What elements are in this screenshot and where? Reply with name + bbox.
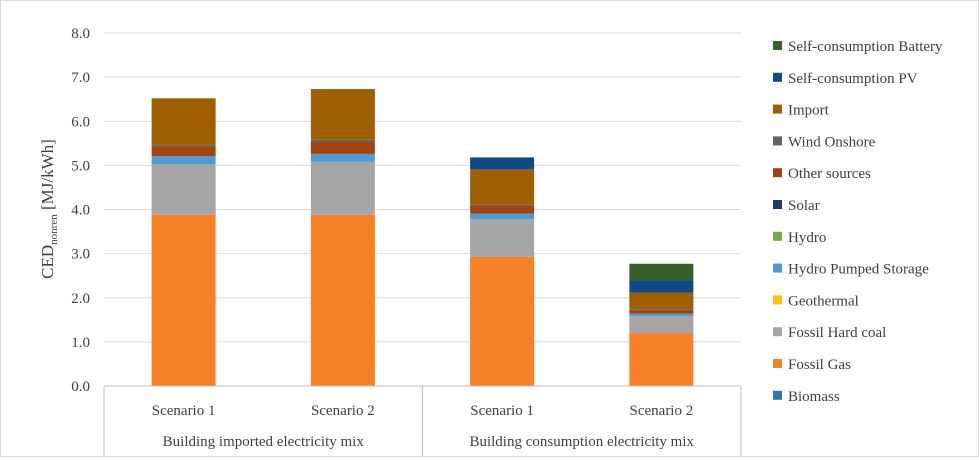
legend-label: Biomass bbox=[788, 389, 840, 405]
bar-segment bbox=[310, 139, 375, 142]
y-tick-label: 1.0 bbox=[71, 335, 90, 351]
legend-label: Self-consumption PV bbox=[788, 71, 918, 87]
bar-segment bbox=[151, 144, 216, 147]
legend-label: Hydro bbox=[788, 230, 826, 246]
bar-segment bbox=[310, 161, 375, 215]
y-axis-label: CEDnonren [MJ/kWh] bbox=[38, 139, 60, 279]
legend-swatch bbox=[773, 231, 782, 241]
legend-swatch bbox=[773, 41, 782, 50]
legend: Self-consumption Battery Self-consumption… bbox=[773, 39, 943, 405]
bar-segment bbox=[629, 280, 694, 293]
y-axis-label-main: CED bbox=[38, 245, 57, 279]
legend-label: Other sources bbox=[788, 166, 871, 182]
bars bbox=[151, 89, 694, 386]
legend-swatch bbox=[773, 104, 782, 114]
bar-segment bbox=[151, 146, 216, 157]
bar-segment bbox=[470, 219, 535, 257]
bar-segment bbox=[151, 214, 216, 386]
bar-segment bbox=[310, 89, 375, 140]
bar-segment bbox=[470, 205, 535, 214]
x-category-label: Scenario 1 bbox=[470, 403, 534, 419]
legend-label: Solar bbox=[788, 198, 820, 214]
bar-segment bbox=[470, 204, 535, 206]
legend-swatch bbox=[773, 168, 782, 178]
bar-segment bbox=[629, 292, 694, 310]
y-tick-label: 0.0 bbox=[71, 379, 90, 395]
legend-label: Hydro Pumped Storage bbox=[788, 262, 929, 278]
bar-segment bbox=[629, 310, 694, 314]
bar-segment bbox=[629, 309, 694, 311]
x-group-label: Building imported electricity mix bbox=[163, 434, 365, 450]
legend-swatch bbox=[773, 359, 782, 368]
legend-label: Fossil Hard coal bbox=[788, 325, 886, 341]
legend-label: Import bbox=[788, 103, 830, 119]
legend-swatch bbox=[773, 295, 782, 305]
legend-label: Geothermal bbox=[788, 293, 859, 309]
x-group-label: Building consumption electricity mix bbox=[469, 434, 694, 450]
x-category-label: Scenario 2 bbox=[630, 403, 694, 419]
bar-segment bbox=[629, 263, 694, 281]
bar-segment bbox=[470, 213, 535, 220]
legend-label: Fossil Gas bbox=[788, 357, 851, 373]
x-category-label: Scenario 1 bbox=[152, 403, 216, 419]
axes: 0.0 1.0 2.0 3.0 4.0 5.0 6.0 7.0 8.0 Scenario 1 Sce… bbox=[71, 26, 742, 456]
bar-segment bbox=[151, 164, 216, 215]
y-axis-label-unit: [MJ/kWh] bbox=[38, 139, 57, 214]
legend-swatch bbox=[773, 72, 782, 82]
y-tick-label: 2.0 bbox=[71, 291, 90, 307]
legend-swatch bbox=[773, 200, 782, 209]
legend-swatch bbox=[773, 263, 782, 273]
legend-label: Self-consumption Battery bbox=[788, 39, 943, 55]
y-tick-label: 8.0 bbox=[71, 26, 90, 42]
bar-segment bbox=[629, 333, 694, 386]
bar-segment bbox=[310, 214, 375, 386]
bar-segment bbox=[470, 256, 535, 386]
bar-segment bbox=[629, 313, 694, 317]
x-category-label: Scenario 2 bbox=[311, 403, 375, 419]
bar-segment bbox=[470, 169, 535, 205]
bar-segment bbox=[310, 153, 375, 162]
legend-label: Wind Onshore bbox=[788, 134, 876, 150]
bar-segment bbox=[629, 316, 694, 334]
legend-swatch bbox=[773, 136, 782, 146]
y-axis-label-subscript: nonren bbox=[48, 214, 60, 245]
bar-segment bbox=[310, 141, 375, 154]
bar-segment bbox=[470, 157, 535, 170]
legend-swatch bbox=[773, 390, 782, 400]
y-tick-label: 5.0 bbox=[71, 158, 90, 174]
legend-swatch bbox=[773, 327, 782, 337]
y-tick-label: 7.0 bbox=[71, 70, 90, 86]
y-tick-label: 4.0 bbox=[71, 203, 90, 219]
y-tick-label: 6.0 bbox=[71, 114, 90, 130]
bar-segment bbox=[151, 156, 216, 165]
y-tick-label: 3.0 bbox=[71, 247, 90, 263]
bar-segment bbox=[151, 98, 216, 145]
